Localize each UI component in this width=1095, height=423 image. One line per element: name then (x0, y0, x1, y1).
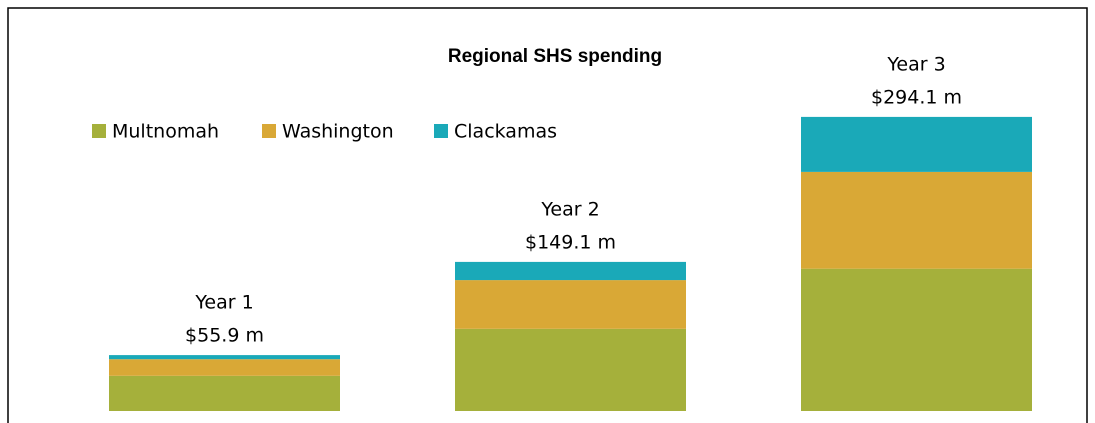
total-label: $55.9 m (185, 325, 264, 347)
legend-swatch (434, 124, 448, 138)
bar-segment (455, 328, 686, 411)
bar-segment (801, 268, 1032, 411)
bar-segment (109, 359, 340, 376)
chart-title: Regional SHS spending (448, 46, 662, 67)
legend-label: Washington (282, 121, 394, 143)
total-label: $294.1 m (871, 86, 962, 108)
bar-segment (109, 355, 340, 360)
category-label: Year 1 (194, 292, 253, 314)
total-label: $149.1 m (525, 231, 616, 253)
bar-segment (109, 375, 340, 411)
bar-segment (801, 116, 1032, 172)
legend-swatch (92, 124, 106, 138)
bar-segment (801, 171, 1032, 269)
legend-label: Clackamas (454, 121, 557, 143)
legend-label: Multnomah (112, 121, 219, 143)
legend-swatch (262, 124, 276, 138)
bar-segment (455, 261, 686, 281)
bar-segment (455, 280, 686, 329)
category-label: Year 3 (886, 53, 945, 75)
category-label: Year 2 (540, 198, 599, 220)
frame (7, 7, 1088, 423)
